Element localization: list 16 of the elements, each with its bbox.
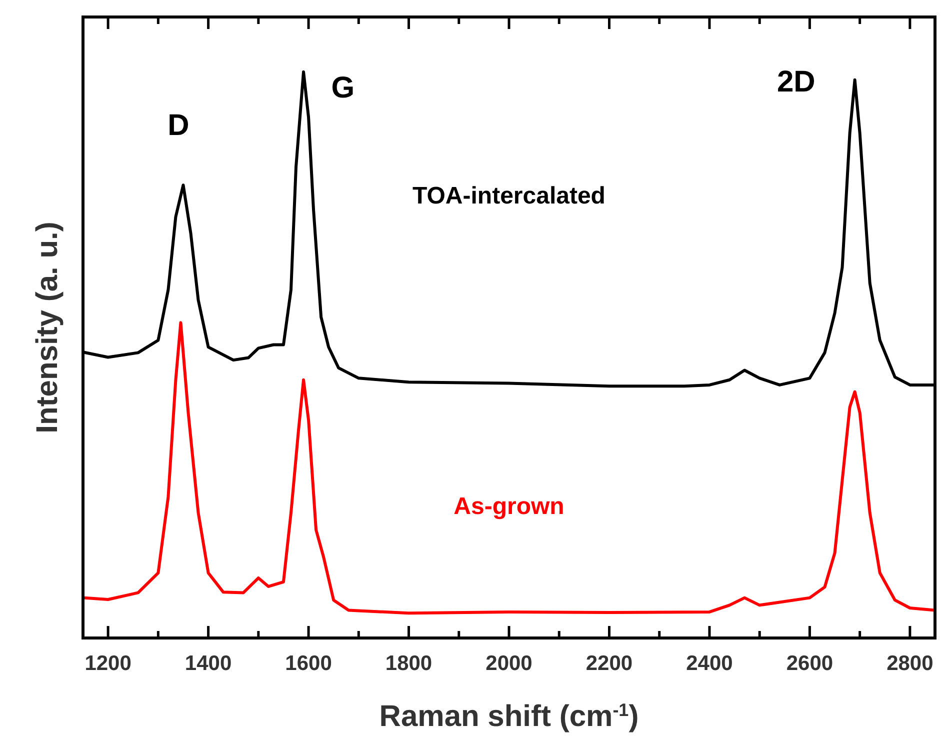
x-axis-title: Raman shift (cm$^{-1}$) — [379, 700, 639, 733]
annotation: 2D — [776, 66, 816, 99]
x-tick-label: 2400 — [686, 652, 733, 675]
x-tick-label: 2200 — [586, 652, 633, 675]
x-tick-label: 1600 — [285, 652, 332, 675]
x-tick-label: 1200 — [84, 652, 132, 675]
x-tick-label: 2800 — [886, 652, 934, 675]
annotation: D — [168, 108, 190, 142]
text: TOA-intercalated — [412, 182, 606, 210]
x-tick-label: 2600 — [786, 652, 834, 675]
annotation: G — [331, 72, 355, 105]
x-tick-label: 1800 — [385, 652, 432, 675]
text: As-grown — [454, 492, 564, 520]
x-tick-label: 1400 — [184, 652, 232, 675]
y-axis-title: Intensity (a. u.) — [31, 222, 64, 434]
x-tick-label: 2000 — [486, 652, 532, 675]
